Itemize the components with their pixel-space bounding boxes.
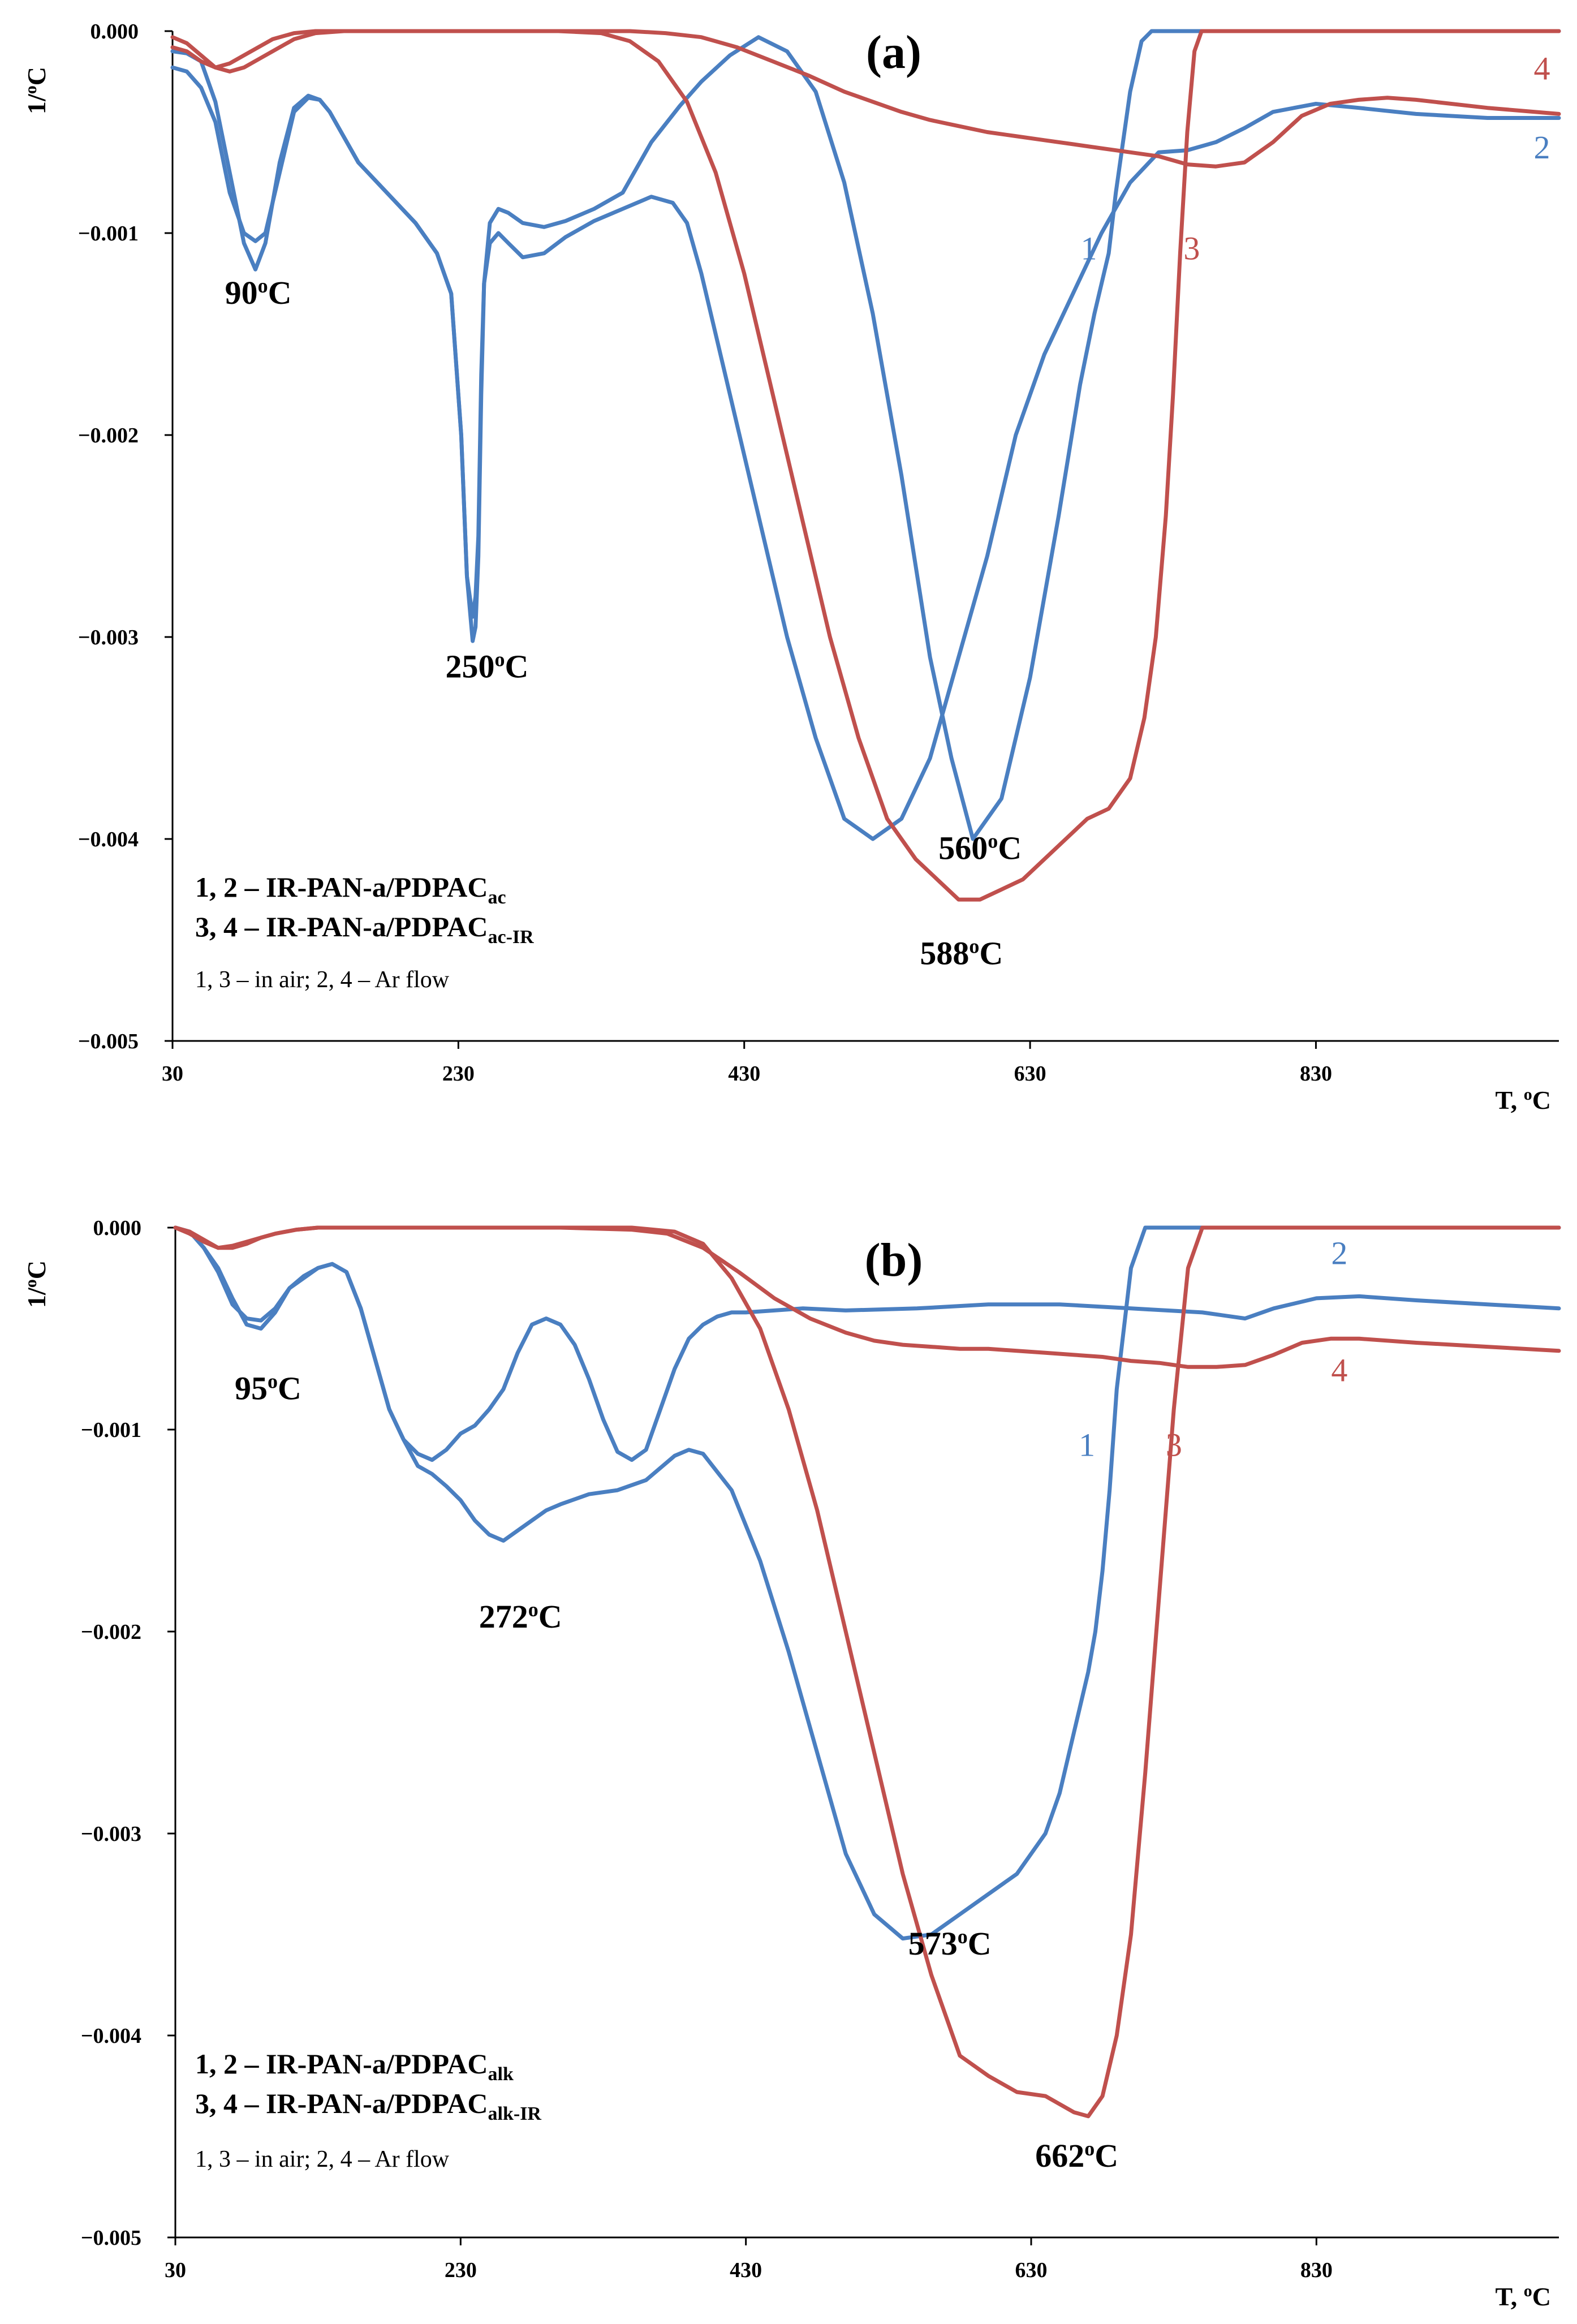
x-axis-title: T, oC	[1495, 2282, 1551, 2311]
x-tick-label: 230	[445, 2258, 477, 2282]
legend-entry: 3, 4 – IR-PAN-a/PDPACalk-IR	[195, 2088, 541, 2124]
series-2-line	[173, 1225, 1561, 1462]
x-axis-title: T, oC	[1495, 1085, 1551, 1114]
x-tick-label: 830	[1300, 1062, 1332, 1086]
y-tick-label: −0.001	[78, 222, 139, 246]
legend-entry: 3, 4 – IR-PAN-a/PDPACac-IR	[195, 911, 534, 948]
y-axis-title: 1/oC	[21, 67, 51, 114]
peak-label: 250oC	[445, 648, 528, 685]
x-tick-label: 230	[442, 1062, 475, 1086]
y-tick-label: −0.003	[81, 1822, 141, 1846]
legend-entry: 1, 2 – IR-PAN-a/PDPACalk	[195, 2048, 514, 2085]
peak-label: 588oC	[920, 935, 1003, 971]
x-tick-label: 30	[162, 1062, 183, 1086]
x-tick-label: 430	[728, 1062, 760, 1086]
x-tick-label: 630	[1014, 1062, 1046, 1086]
series-1-label: 1	[1079, 1426, 1095, 1463]
series-3-label: 3	[1183, 230, 1200, 266]
peak-label: 662oC	[1035, 2137, 1118, 2174]
y-tick-label: −0.005	[78, 1030, 139, 1053]
legend-entry: 1, 2 – IR-PAN-a/PDPACac	[195, 871, 506, 908]
y-axis-title: 1/oC	[21, 1260, 51, 1308]
series-3-line	[173, 1225, 1561, 2119]
series-4-label: 4	[1534, 50, 1550, 87]
legend-note: 1, 3 – in air; 2, 4 – Ar flow	[195, 2146, 450, 2172]
x-tick-label: 630	[1015, 2258, 1047, 2282]
y-tick-label: −0.005	[81, 2226, 141, 2250]
series-3-label: 3	[1166, 1426, 1182, 1463]
series-4-label: 4	[1331, 1352, 1347, 1388]
series-2-line	[170, 65, 1561, 841]
series-4-line	[170, 29, 1561, 169]
y-tick-label: −0.004	[81, 2024, 141, 2048]
legend-note: 1, 3 – in air; 2, 4 – Ar flow	[195, 967, 450, 993]
y-tick-label: 0.000	[91, 20, 139, 44]
peak-label: 573oC	[908, 1925, 992, 1962]
y-tick-label: −0.003	[78, 626, 139, 649]
y-tick-label: −0.004	[78, 828, 139, 851]
series-2-label: 2	[1534, 129, 1550, 166]
x-tick-label: 430	[730, 2258, 762, 2282]
series-1-line	[170, 29, 1561, 841]
peak-label: 90oC	[225, 274, 292, 311]
chart-panel-b: 0.000 −0.001 −0.002 −0.003 −0.004 −0.005 30 230…	[21, 1216, 1561, 2311]
y-tick-label: 0.000	[93, 1216, 142, 1240]
peak-label: 272oC	[479, 1598, 562, 1635]
x-tick-label: 830	[1300, 2258, 1333, 2282]
peak-label: 95oC	[235, 1370, 301, 1406]
panel-label: (a)	[866, 26, 921, 79]
panel-label: (b)	[865, 1234, 923, 1286]
y-tick-label: −0.002	[81, 1620, 141, 1644]
peak-label: 560oC	[938, 830, 1022, 867]
y-tick-label: −0.001	[81, 1418, 141, 1442]
chart-panel-a: 0.000 −0.001 −0.002 −0.003 −0.004 −0.005 30 230…	[21, 20, 1561, 1114]
y-tick-label: −0.002	[78, 424, 139, 447]
x-tick-label: 30	[165, 2258, 186, 2282]
series-1-line	[173, 1225, 1561, 1941]
series-4-line	[173, 1225, 1561, 1369]
series-2-label: 2	[1331, 1234, 1347, 1271]
series-3-line	[170, 29, 1561, 902]
